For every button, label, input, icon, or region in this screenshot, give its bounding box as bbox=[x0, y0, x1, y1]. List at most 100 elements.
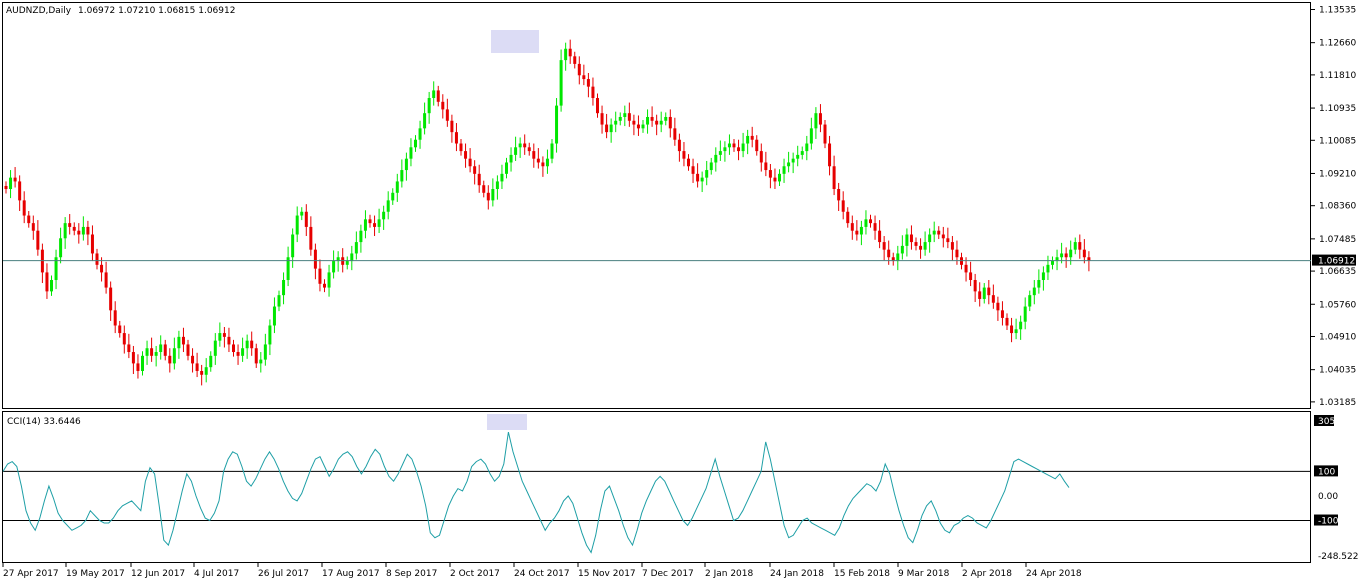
candle bbox=[768, 163, 772, 189]
time-tick-label: 2 Apr 2018 bbox=[962, 569, 1012, 579]
candle bbox=[345, 256, 349, 270]
cci-peak-highlight bbox=[487, 414, 527, 430]
candle bbox=[837, 182, 841, 211]
candle bbox=[209, 351, 213, 372]
candle bbox=[136, 354, 140, 379]
time-tick-label: 9 Mar 2018 bbox=[898, 569, 950, 579]
candle bbox=[227, 327, 231, 353]
candle bbox=[186, 339, 190, 361]
candle bbox=[145, 340, 149, 365]
candlestick-series bbox=[3, 39, 1311, 386]
candle bbox=[1055, 249, 1059, 271]
candle bbox=[377, 208, 381, 233]
candle bbox=[573, 51, 577, 69]
candle bbox=[932, 221, 936, 243]
candle bbox=[677, 133, 681, 162]
price-peak-highlight bbox=[491, 30, 539, 53]
candle bbox=[605, 113, 609, 139]
candle bbox=[150, 337, 154, 362]
candle bbox=[304, 204, 308, 237]
candle bbox=[432, 81, 436, 106]
candle bbox=[523, 134, 527, 155]
candle bbox=[800, 146, 804, 160]
candle bbox=[382, 205, 386, 230]
candle bbox=[454, 123, 458, 152]
candle bbox=[545, 149, 549, 174]
candle bbox=[272, 297, 276, 334]
candle bbox=[22, 191, 26, 224]
candle bbox=[582, 64, 586, 86]
candle bbox=[509, 147, 513, 172]
cci-level-lines bbox=[3, 470, 1311, 522]
candle bbox=[318, 259, 322, 292]
candle bbox=[1087, 251, 1091, 272]
candle bbox=[946, 227, 950, 249]
candle bbox=[723, 141, 727, 162]
candle bbox=[536, 148, 540, 169]
current-price-label: 1.06912 bbox=[1318, 257, 1355, 267]
candle bbox=[518, 137, 522, 158]
candle bbox=[891, 252, 895, 266]
candle bbox=[309, 216, 313, 256]
candle bbox=[1028, 290, 1032, 312]
candle bbox=[423, 102, 427, 135]
cci-series bbox=[2, 431, 1070, 554]
candle bbox=[250, 331, 254, 356]
candle bbox=[855, 220, 859, 241]
candle bbox=[759, 143, 763, 172]
candle bbox=[668, 109, 672, 138]
candle bbox=[864, 210, 868, 235]
candle bbox=[900, 235, 904, 260]
candle bbox=[359, 224, 363, 253]
price-tick-label: 1.03185 bbox=[1319, 398, 1356, 408]
candle bbox=[659, 111, 663, 133]
time-tick-label: 15 Nov 2017 bbox=[578, 569, 636, 579]
candle bbox=[386, 191, 390, 220]
candle bbox=[254, 343, 258, 368]
candle bbox=[327, 264, 331, 297]
candle bbox=[427, 91, 431, 124]
candle bbox=[4, 181, 8, 194]
candle bbox=[286, 246, 290, 287]
candle bbox=[564, 42, 568, 71]
candle bbox=[200, 364, 204, 386]
candle bbox=[923, 231, 927, 256]
candle bbox=[354, 231, 358, 260]
candle bbox=[72, 222, 76, 236]
candle bbox=[1000, 301, 1004, 326]
candle bbox=[31, 215, 35, 240]
price-tick-label: 1.08360 bbox=[1319, 202, 1356, 212]
candle bbox=[778, 169, 781, 186]
candle bbox=[550, 138, 554, 164]
candle bbox=[991, 284, 995, 309]
candle bbox=[86, 220, 90, 246]
candle bbox=[368, 214, 372, 228]
candle bbox=[527, 142, 531, 156]
candle bbox=[154, 345, 158, 367]
candle bbox=[828, 135, 832, 176]
price-tick-label: 1.09210 bbox=[1319, 169, 1356, 179]
candle bbox=[54, 249, 58, 290]
candle bbox=[705, 160, 709, 186]
candle bbox=[750, 126, 754, 148]
candle bbox=[418, 120, 422, 149]
candle bbox=[109, 281, 113, 321]
candle bbox=[764, 151, 768, 177]
candle bbox=[300, 207, 304, 221]
candle bbox=[313, 243, 317, 280]
time-tick-label: 24 Jan 2018 bbox=[770, 569, 824, 579]
candle bbox=[159, 335, 163, 360]
candle bbox=[473, 160, 477, 185]
candle bbox=[482, 180, 486, 198]
candle bbox=[486, 185, 490, 210]
time-tick-label: 8 Sep 2017 bbox=[386, 569, 437, 579]
candle bbox=[614, 111, 618, 133]
candle bbox=[791, 152, 795, 174]
candle bbox=[646, 109, 650, 134]
time-tick-label: 24 Oct 2017 bbox=[514, 569, 570, 579]
candle bbox=[63, 217, 67, 249]
candle bbox=[218, 322, 222, 347]
cci-pane bbox=[2, 411, 1311, 563]
candle bbox=[909, 225, 913, 250]
